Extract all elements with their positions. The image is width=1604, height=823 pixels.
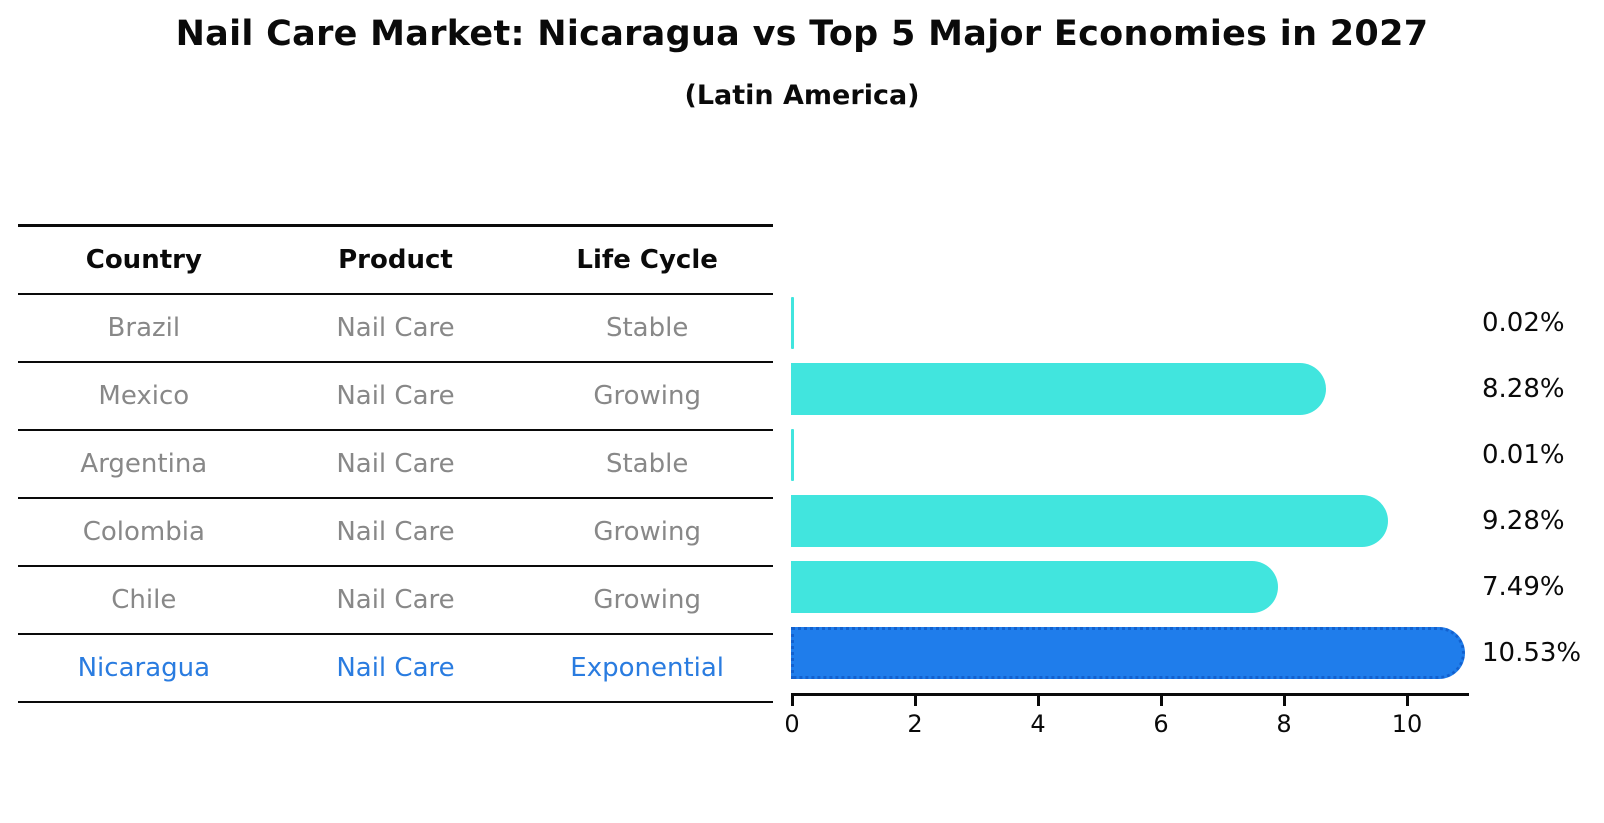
x-axis-tick-label: 6	[1153, 710, 1169, 738]
cell-country: Nicaragua	[18, 634, 270, 703]
cell-product: Nail Care	[269, 362, 522, 431]
chart-subtitle: (Latin America)	[684, 80, 920, 111]
bar-value-label-nicaragua: 10.53%	[1482, 638, 1582, 668]
cell-life-cycle: Stable	[521, 430, 773, 499]
table-row-brazil: Brazil Nail Care Stable	[18, 294, 773, 363]
table-row-nicaragua: Nicaragua Nail Care Exponential	[18, 634, 773, 703]
bar-value-label-brazil: 0.02%	[1482, 308, 1565, 338]
cell-product: Nail Care	[269, 498, 522, 567]
cell-country: Chile	[18, 566, 270, 635]
x-axis-tick	[913, 696, 917, 706]
bar-argentina	[791, 429, 794, 481]
table-row-colombia: Colombia Nail Care Growing	[18, 498, 773, 567]
chart-title: Nail Care Market: Nicaragua vs Top 5 Maj…	[175, 14, 1429, 54]
cell-country: Argentina	[18, 430, 270, 499]
bar-value-label-colombia: 9.28%	[1482, 506, 1565, 536]
bar-chile	[791, 561, 1278, 613]
cell-life-cycle: Growing	[521, 498, 773, 567]
x-axis-tick-label: 2	[907, 710, 923, 738]
bar-value-label-argentina: 0.01%	[1482, 440, 1565, 470]
column-header-life-cycle: Life Cycle	[521, 224, 773, 295]
x-axis-tick-label: 4	[1030, 710, 1046, 738]
column-header-product: Product	[269, 224, 522, 295]
table-header-row: Country Product Life Cycle	[18, 224, 773, 295]
x-axis-tick	[1036, 696, 1040, 706]
x-axis-tick	[790, 696, 794, 706]
table-row-mexico: Mexico Nail Care Growing	[18, 362, 773, 431]
cell-life-cycle: Growing	[521, 566, 773, 635]
x-axis-tick-label: 10	[1391, 710, 1423, 738]
cell-product: Nail Care	[269, 294, 522, 363]
cell-country: Colombia	[18, 498, 270, 567]
cell-life-cycle: Exponential	[521, 634, 773, 703]
bar-value-label-mexico: 8.28%	[1482, 374, 1565, 404]
cell-product: Nail Care	[269, 566, 522, 635]
column-header-country: Country	[18, 224, 270, 295]
x-axis-tick	[1405, 696, 1409, 706]
bar-mexico	[791, 363, 1326, 415]
x-axis-tick-label: 0	[784, 710, 800, 738]
cell-life-cycle: Stable	[521, 294, 773, 363]
bar-nicaragua	[791, 627, 1465, 679]
cell-life-cycle: Growing	[521, 362, 773, 431]
table-row-chile: Chile Nail Care Growing	[18, 566, 773, 635]
comparison-table: Country Product Life Cycle Brazil Nail C…	[18, 224, 773, 703]
bar-brazil	[791, 297, 794, 349]
cell-product: Nail Care	[269, 634, 522, 703]
table-row-argentina: Argentina Nail Care Stable	[18, 430, 773, 499]
cell-country: Mexico	[18, 362, 270, 431]
x-axis-spine	[791, 693, 1469, 696]
bar-value-label-chile: 7.49%	[1482, 572, 1565, 602]
bar-colombia	[791, 495, 1388, 547]
x-axis-tick-label: 8	[1276, 710, 1292, 738]
cell-country: Brazil	[18, 294, 270, 363]
cell-product: Nail Care	[269, 430, 522, 499]
x-axis-tick	[1159, 696, 1163, 706]
x-axis-tick	[1282, 696, 1286, 706]
